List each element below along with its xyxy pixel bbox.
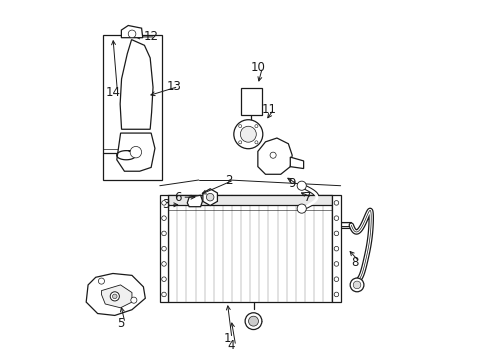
Circle shape [112, 294, 117, 299]
Circle shape [98, 278, 104, 284]
Circle shape [162, 277, 166, 282]
Polygon shape [101, 285, 132, 308]
Text: 2: 2 [225, 174, 232, 186]
Text: 12: 12 [143, 31, 158, 44]
Text: 9: 9 [288, 177, 295, 190]
Circle shape [333, 292, 338, 297]
Circle shape [240, 126, 256, 142]
Circle shape [162, 246, 166, 251]
Text: 7: 7 [303, 191, 310, 204]
Text: 8: 8 [351, 256, 358, 269]
Circle shape [297, 181, 305, 190]
Circle shape [162, 292, 166, 297]
Circle shape [238, 141, 241, 144]
Polygon shape [120, 40, 153, 129]
Polygon shape [203, 189, 217, 206]
Circle shape [333, 246, 338, 251]
Circle shape [233, 120, 262, 149]
Bar [168, 195, 331, 205]
Circle shape [333, 231, 338, 236]
Circle shape [162, 231, 166, 236]
Circle shape [130, 147, 142, 158]
Text: 10: 10 [250, 61, 265, 74]
Circle shape [131, 297, 137, 303]
Bar [240, 89, 261, 115]
Circle shape [110, 292, 119, 301]
Text: 3: 3 [163, 198, 170, 211]
Circle shape [248, 316, 258, 326]
Text: 4: 4 [227, 339, 234, 352]
Bar [331, 195, 340, 302]
Circle shape [333, 201, 338, 205]
Circle shape [128, 30, 136, 38]
Circle shape [333, 277, 338, 282]
Text: 11: 11 [261, 103, 276, 116]
Text: 1: 1 [223, 332, 231, 345]
Text: 5: 5 [117, 316, 124, 329]
Circle shape [244, 313, 262, 329]
Circle shape [162, 216, 166, 220]
Polygon shape [86, 274, 145, 315]
Polygon shape [117, 133, 155, 171]
Polygon shape [187, 195, 202, 207]
Polygon shape [290, 157, 303, 168]
Circle shape [254, 141, 257, 144]
Bar [160, 195, 168, 302]
Circle shape [333, 262, 338, 266]
Bar [103, 35, 162, 180]
Circle shape [349, 278, 363, 292]
Circle shape [206, 193, 214, 201]
Text: 6: 6 [174, 191, 181, 204]
Circle shape [269, 152, 276, 158]
Text: 13: 13 [166, 80, 181, 93]
Text: 14: 14 [105, 86, 120, 99]
Circle shape [333, 216, 338, 220]
Bar [168, 195, 331, 302]
Circle shape [162, 201, 166, 205]
Polygon shape [121, 26, 142, 38]
Polygon shape [257, 138, 292, 174]
Circle shape [297, 204, 305, 213]
Circle shape [254, 125, 257, 128]
Circle shape [238, 125, 241, 128]
Circle shape [352, 281, 360, 289]
Circle shape [162, 262, 166, 266]
